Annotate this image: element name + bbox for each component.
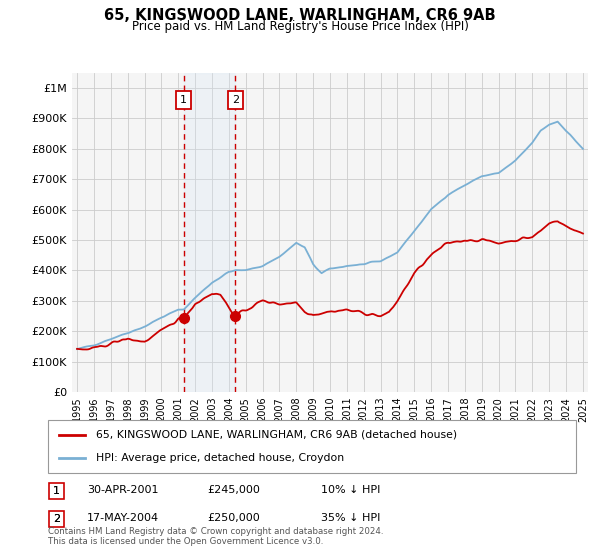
Text: HPI: Average price, detached house, Croydon: HPI: Average price, detached house, Croy… <box>95 453 344 463</box>
Text: 1: 1 <box>53 486 60 496</box>
FancyBboxPatch shape <box>48 420 576 473</box>
Text: 1: 1 <box>180 95 187 105</box>
Text: 17-MAY-2004: 17-MAY-2004 <box>87 513 159 523</box>
Text: 2: 2 <box>232 95 239 105</box>
Text: 35% ↓ HPI: 35% ↓ HPI <box>321 513 380 523</box>
Text: 2: 2 <box>53 514 60 524</box>
FancyBboxPatch shape <box>49 511 64 527</box>
Text: 1: 1 <box>53 486 60 496</box>
Bar <box>184 73 235 392</box>
Text: 30-APR-2001: 30-APR-2001 <box>87 485 158 495</box>
Text: £250,000: £250,000 <box>207 513 260 523</box>
Text: 65, KINGSWOOD LANE, WARLINGHAM, CR6 9AB (detached house): 65, KINGSWOOD LANE, WARLINGHAM, CR6 9AB … <box>95 430 457 440</box>
Text: 65, KINGSWOOD LANE, WARLINGHAM, CR6 9AB: 65, KINGSWOOD LANE, WARLINGHAM, CR6 9AB <box>104 8 496 24</box>
Text: Contains HM Land Registry data © Crown copyright and database right 2024.
This d: Contains HM Land Registry data © Crown c… <box>48 526 383 546</box>
Text: Price paid vs. HM Land Registry's House Price Index (HPI): Price paid vs. HM Land Registry's House … <box>131 20 469 32</box>
FancyBboxPatch shape <box>49 483 64 499</box>
Text: 10% ↓ HPI: 10% ↓ HPI <box>321 485 380 495</box>
Text: £245,000: £245,000 <box>207 485 260 495</box>
Text: 2: 2 <box>53 514 60 524</box>
